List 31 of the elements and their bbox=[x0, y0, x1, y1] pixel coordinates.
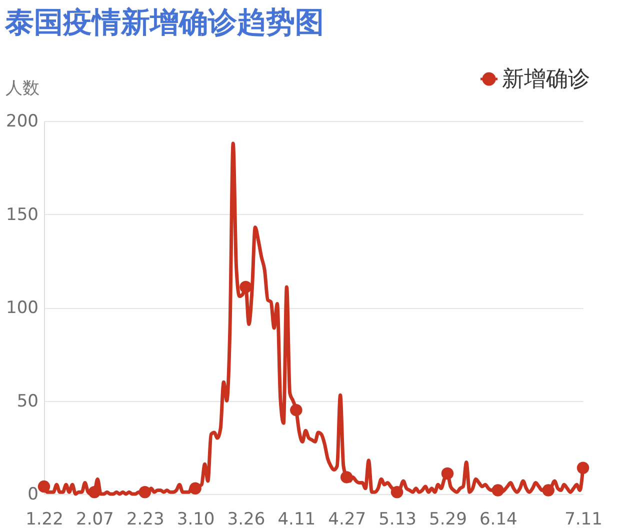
x-tick-label: 4.11 bbox=[278, 510, 316, 530]
y-tick-label: 150 bbox=[6, 204, 38, 225]
point bbox=[542, 484, 554, 496]
y-tick-label: 0 bbox=[28, 484, 38, 504]
point bbox=[38, 480, 50, 493]
point bbox=[390, 486, 404, 498]
legend-label: 新增确诊 bbox=[502, 67, 590, 92]
x-tick-label: 4.27 bbox=[328, 510, 366, 530]
point bbox=[340, 471, 353, 484]
x-tick-label: 3.10 bbox=[176, 510, 215, 530]
x-tick-label: 5.13 bbox=[378, 510, 416, 530]
x-tick-label: 3.26 bbox=[227, 510, 266, 530]
x-tick-label: 2.23 bbox=[126, 510, 164, 530]
x-tick-label: 6.14 bbox=[479, 510, 518, 530]
chart-title: 泰国疫情新增确诊趋势图 bbox=[4, 5, 324, 39]
point bbox=[441, 467, 454, 480]
x-tick-label: 7.11 bbox=[564, 510, 602, 530]
y-axis-title: 人数 bbox=[6, 78, 40, 98]
point bbox=[492, 484, 504, 496]
point bbox=[138, 486, 151, 498]
y-tick-label: 50 bbox=[16, 391, 38, 412]
point bbox=[576, 462, 590, 474]
point bbox=[189, 482, 202, 495]
y-tick-label: 200 bbox=[6, 112, 38, 132]
point bbox=[290, 404, 302, 416]
x-tick-label: 2.07 bbox=[76, 510, 114, 530]
point bbox=[88, 486, 101, 498]
point bbox=[240, 280, 252, 294]
y-tick-label: 100 bbox=[6, 298, 38, 318]
x-tick-label: 1.22 bbox=[26, 510, 64, 530]
x-tick-label: 5.29 bbox=[429, 510, 467, 530]
